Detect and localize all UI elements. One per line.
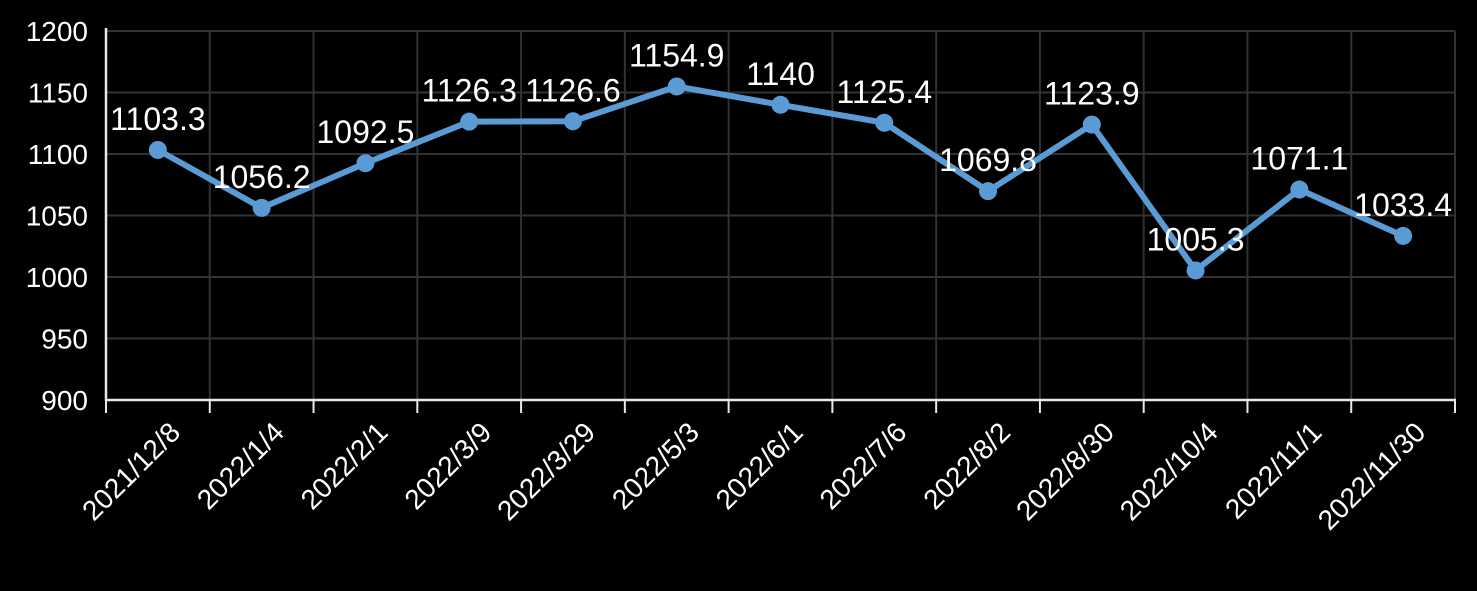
data-label: 1154.9: [629, 37, 725, 73]
data-label: 1126.3: [421, 73, 517, 109]
data-label: 1125.4: [837, 74, 933, 110]
data-label: 1005.3: [1147, 221, 1245, 257]
data-point-marker: [252, 198, 271, 217]
x-tick-label: 2022/2/1: [295, 416, 394, 515]
data-point-marker: [1394, 226, 1413, 245]
data-label: 1126.6: [525, 72, 621, 108]
y-tick-label: 900: [41, 385, 88, 416]
data-point-marker: [563, 112, 582, 131]
data-point-marker: [356, 154, 375, 173]
x-tick-label: 2022/7/6: [814, 416, 913, 515]
x-tick-label: 2022/11/1: [1219, 416, 1328, 525]
data-point-marker: [1186, 261, 1205, 280]
data-point-marker: [1082, 115, 1101, 134]
y-tick-label: 1000: [26, 262, 88, 293]
data-point-marker: [979, 182, 998, 201]
data-label: 1103.3: [110, 101, 206, 137]
y-tick-label: 1100: [28, 139, 88, 170]
x-tick-label: 2022/5/3: [606, 416, 705, 515]
y-tick-label: 1050: [26, 201, 88, 232]
y-tick-label: 1150: [28, 78, 88, 109]
x-tick-label: 2022/3/9: [398, 416, 497, 515]
x-tick-label: 2022/3/29: [491, 416, 601, 526]
y-tick-label: 1200: [26, 16, 88, 47]
x-tick-label: 2022/8/30: [1010, 416, 1120, 526]
data-label: 1092.5: [316, 114, 414, 150]
data-point-marker: [771, 95, 790, 114]
x-tick-label: 2022/8/2: [917, 416, 1016, 515]
data-point-marker: [667, 77, 686, 96]
x-tick-label: 2022/10/4: [1114, 416, 1224, 526]
x-tick-label: 2022/11/30: [1312, 416, 1432, 536]
data-point-marker: [148, 140, 167, 159]
data-label: 1140: [746, 56, 815, 92]
data-label: 1069.8: [939, 142, 1037, 178]
data-label: 1123.9: [1044, 76, 1140, 112]
data-label: 1071.1: [1250, 141, 1348, 177]
data-point-marker: [875, 113, 894, 132]
data-label: 1033.4: [1354, 187, 1452, 223]
data-label: 1056.2: [213, 159, 311, 195]
data-point-marker: [460, 112, 479, 131]
x-tick-label: 2022/1/4: [191, 416, 290, 515]
x-tick-label: 2021/12/8: [76, 416, 186, 526]
data-point-marker: [1290, 180, 1309, 199]
x-tick-label: 2022/6/1: [710, 416, 809, 515]
y-tick-label: 950: [41, 324, 88, 355]
